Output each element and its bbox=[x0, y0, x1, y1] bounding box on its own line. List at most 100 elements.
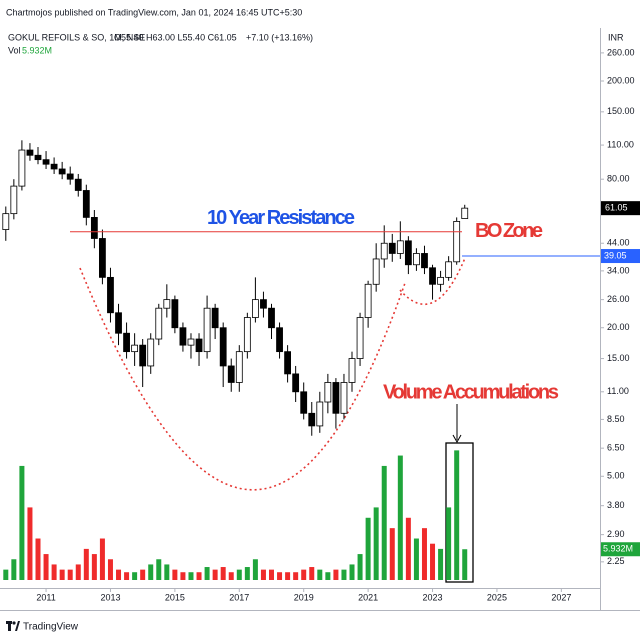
volume-bar bbox=[333, 569, 339, 580]
x-tick-label: 2025 bbox=[487, 592, 507, 602]
volume-bar bbox=[268, 569, 274, 580]
candle-body bbox=[332, 382, 340, 414]
volume-bar bbox=[293, 572, 299, 580]
volume-bar bbox=[212, 569, 218, 580]
currency: INR bbox=[608, 32, 624, 42]
candle-body bbox=[171, 299, 179, 329]
y-tick-label: 5.00 bbox=[607, 471, 625, 481]
y-tick-label: 6.50 bbox=[607, 443, 625, 453]
footer-brand: TradingView bbox=[23, 622, 79, 633]
volume-bar bbox=[462, 549, 468, 580]
candle-body bbox=[18, 149, 26, 187]
candle-body bbox=[179, 327, 187, 346]
ohlc: O55.40 H63.00 L55.40 C61.05 bbox=[114, 32, 237, 42]
x-tick-label: 2027 bbox=[551, 592, 571, 602]
x-tick-label: 2019 bbox=[294, 592, 314, 602]
arrow-head bbox=[452, 434, 462, 444]
volume-bar bbox=[236, 569, 242, 580]
candle-body bbox=[348, 358, 356, 383]
volume-bar bbox=[309, 567, 315, 580]
volume-bar bbox=[172, 569, 178, 580]
volume-bar bbox=[99, 538, 105, 580]
symbol: GOKUL REFOILS & SO, 1M, NSE bbox=[8, 32, 145, 42]
candle-body bbox=[421, 253, 428, 269]
volume-bar bbox=[188, 572, 194, 580]
x-tick-label: 2013 bbox=[100, 592, 120, 602]
volume-bar bbox=[35, 538, 41, 580]
candle-body bbox=[211, 307, 219, 329]
volume-bar bbox=[397, 455, 403, 580]
volume-bar bbox=[373, 507, 379, 580]
y-tick-label: 44.00 bbox=[607, 238, 630, 248]
volume-bar bbox=[11, 559, 17, 580]
candle-body bbox=[235, 351, 243, 383]
volume-bar bbox=[59, 569, 65, 580]
volume-annotation: Volume Accumulations bbox=[383, 381, 559, 403]
candle-body bbox=[131, 344, 139, 353]
volume-bar bbox=[75, 564, 81, 580]
volume-bar bbox=[19, 465, 25, 580]
footer-logo bbox=[6, 621, 20, 631]
candle-body bbox=[107, 276, 114, 314]
candle-body bbox=[227, 365, 235, 383]
volume-bar bbox=[301, 569, 307, 580]
volume-bar bbox=[357, 554, 363, 580]
volume-bar bbox=[156, 559, 162, 580]
candle-body bbox=[147, 338, 155, 367]
volume-bar bbox=[116, 569, 122, 580]
candle-body bbox=[388, 242, 396, 254]
volume-bar bbox=[228, 572, 234, 580]
volume-bar bbox=[204, 567, 210, 580]
last-price-tag bbox=[601, 201, 640, 216]
x-tick-label: 2017 bbox=[229, 592, 249, 602]
volume-tag-label: 5.932M bbox=[603, 544, 633, 554]
resistance-label: 10 Year Resistance bbox=[207, 207, 355, 229]
volume-bar bbox=[341, 569, 347, 580]
volume-bar bbox=[107, 559, 113, 580]
y-tick-label: 34.00 bbox=[607, 265, 630, 275]
handle-curve bbox=[399, 257, 466, 306]
volume-bar bbox=[325, 572, 331, 580]
x-tick-label: 2011 bbox=[36, 592, 55, 602]
candle-body bbox=[340, 382, 348, 414]
volume-bar bbox=[421, 528, 427, 580]
volume-bar bbox=[91, 554, 97, 580]
candle-body bbox=[356, 317, 364, 359]
y-tick-label: 200.00 bbox=[607, 75, 635, 85]
candle-body bbox=[115, 312, 122, 334]
candle-body bbox=[163, 299, 171, 309]
marker-tag bbox=[601, 249, 640, 264]
cup-curve bbox=[79, 267, 406, 491]
volume-bar bbox=[446, 507, 452, 580]
candle-body bbox=[364, 283, 372, 318]
candle-body bbox=[260, 299, 267, 309]
y-tick-label: 150.00 bbox=[607, 106, 635, 116]
candle-body bbox=[461, 207, 469, 219]
volume-bar bbox=[124, 572, 130, 580]
candle-body bbox=[99, 238, 106, 278]
candle-body bbox=[380, 242, 388, 260]
volume-bar bbox=[180, 572, 186, 580]
volume-bar bbox=[132, 572, 138, 580]
y-tick-label: 80.00 bbox=[607, 174, 630, 184]
volume-bar bbox=[3, 569, 9, 580]
volume-tag bbox=[601, 542, 640, 557]
y-tick-label: 110.00 bbox=[607, 139, 634, 149]
volume-box bbox=[445, 442, 474, 583]
volume-bar bbox=[51, 564, 57, 580]
marker-price-label: 39.05 bbox=[604, 250, 627, 260]
x-tick-label: 2021 bbox=[358, 592, 378, 602]
candle-body bbox=[284, 351, 292, 375]
volume-bar bbox=[438, 548, 444, 580]
candle-body bbox=[187, 338, 195, 346]
y-tick-label: 15.00 bbox=[607, 353, 630, 363]
candle-body bbox=[316, 401, 324, 427]
candle-body bbox=[219, 327, 227, 367]
y-tick-label: 2.25 bbox=[607, 556, 625, 566]
volume-bar bbox=[164, 564, 170, 580]
candle-body bbox=[203, 307, 211, 353]
volume-bar bbox=[244, 567, 250, 580]
last-price-label: 61.05 bbox=[605, 203, 628, 213]
